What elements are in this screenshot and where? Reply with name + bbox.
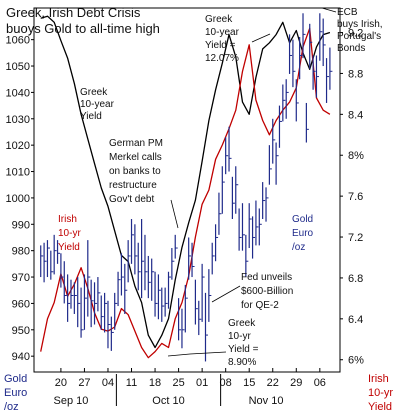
svg-text:for QE-2: for QE-2 bbox=[241, 300, 279, 311]
x-axis-tick-label: 08 bbox=[220, 377, 232, 389]
svg-text:Merkel calls: Merkel calls bbox=[109, 152, 162, 163]
x-axis-tick-label: 15 bbox=[243, 377, 255, 389]
svg-text:10-yr: 10-yr bbox=[58, 228, 81, 239]
right-axis-tick-label: 7.2 bbox=[348, 232, 363, 244]
svg-text:Fed unveils: Fed unveils bbox=[241, 272, 292, 283]
svg-text:10-year: 10-year bbox=[205, 27, 240, 38]
left-axis-tick-label: 1000 bbox=[6, 193, 30, 205]
x-axis-tick-label: 04 bbox=[102, 377, 114, 389]
plot-layer: 940 950 960 970 980 990 1000 1010 1020 1030 1040 10… bbox=[6, 7, 364, 407]
left-axis-tick-label: 940 bbox=[12, 351, 30, 363]
left-axis-tick-label: 960 bbox=[12, 298, 30, 310]
greek-high-annotation: Greek 10-year Yield = 12.07% bbox=[205, 14, 240, 64]
fed-leader-line bbox=[211, 285, 241, 303]
x-axis-tick-label: 11 bbox=[126, 377, 137, 389]
merkel-leader-line bbox=[170, 199, 179, 229]
left-axis-label-line-2: Euro bbox=[4, 387, 27, 399]
svg-text:German PM: German PM bbox=[109, 138, 163, 149]
svg-text:Greek: Greek bbox=[228, 318, 256, 329]
right-axis-label-line-3: Yield bbox=[368, 401, 392, 413]
svg-text:Gold: Gold bbox=[292, 214, 313, 225]
svg-text:Bonds: Bonds bbox=[337, 43, 365, 54]
right-axis-tick-label: 8% bbox=[348, 150, 364, 162]
greek-high-leader-line bbox=[251, 33, 271, 43]
svg-text:10-yr: 10-yr bbox=[228, 331, 251, 342]
left-axis-label-line-1: Gold bbox=[4, 373, 27, 385]
x-axis-tick-label: 01 bbox=[196, 377, 208, 389]
x-axis-tick-label: 20 bbox=[55, 377, 67, 389]
x-axis-tick-label: 27 bbox=[78, 377, 90, 389]
greek-10yr-label: Greek 10-year Yield bbox=[80, 87, 115, 122]
left-axis-tick-label: 1060 bbox=[6, 35, 30, 47]
svg-text:$600-Billion: $600-Billion bbox=[241, 286, 293, 297]
left-axis-tick-label: 1010 bbox=[6, 167, 30, 179]
svg-text:Portugal's: Portugal's bbox=[337, 31, 381, 42]
svg-text:ECB: ECB bbox=[337, 7, 358, 18]
x-axis-month-label: Nov 10 bbox=[249, 395, 284, 407]
right-axis-tick-label: 8.8 bbox=[348, 68, 363, 80]
chart-title-line-2: buoys Gold to all-time high bbox=[6, 21, 160, 36]
x-axis-month-label: Sep 10 bbox=[54, 395, 89, 407]
right-axis-tick-label: 6.8 bbox=[348, 273, 363, 285]
greek-10-year-yield-line bbox=[40, 15, 331, 349]
right-axis-label-line-1: Irish bbox=[368, 373, 389, 385]
svg-text:/oz: /oz bbox=[292, 242, 305, 253]
x-axis-tick-label: 22 bbox=[267, 377, 279, 389]
right-axis-tick-label: 9.2 bbox=[348, 28, 363, 40]
svg-text:Yield: Yield bbox=[80, 111, 102, 122]
greek-low-annotation: Greek 10-yr Yield = 8.90% bbox=[228, 318, 259, 368]
svg-text:Yield =: Yield = bbox=[205, 40, 236, 51]
left-axis-tick-label: 1050 bbox=[6, 61, 30, 73]
svg-text:Irish: Irish bbox=[58, 214, 77, 225]
svg-text:Euro: Euro bbox=[292, 228, 314, 239]
left-axis-tick-label: 990 bbox=[12, 219, 30, 231]
x-axis-tick-label: 29 bbox=[290, 377, 302, 389]
right-axis-tick-label: 8.4 bbox=[348, 109, 363, 121]
x-axis-tick-label: 25 bbox=[172, 377, 184, 389]
x-axis-month-label: Oct 10 bbox=[152, 395, 184, 407]
chart-title-line-1: Greek, Irish Debt Crisis bbox=[6, 5, 141, 20]
svg-text:Yield =: Yield = bbox=[228, 344, 259, 355]
right-axis-tick-label: 6.4 bbox=[348, 314, 363, 326]
svg-text:10-year: 10-year bbox=[80, 99, 115, 110]
left-axis-tick-label: 980 bbox=[12, 246, 30, 258]
merkel-annotation: German PM Merkel calls on banks to restr… bbox=[109, 138, 163, 205]
left-axis-tick-label: 1030 bbox=[6, 114, 30, 126]
x-axis-tick-label: 06 bbox=[314, 377, 326, 389]
plot-frame bbox=[33, 7, 341, 373]
svg-text:12.07%: 12.07% bbox=[205, 53, 239, 64]
left-axis-label-line-3: /oz bbox=[4, 401, 19, 413]
greek-low-leader-line bbox=[167, 351, 227, 357]
svg-text:buys Irish,: buys Irish, bbox=[337, 19, 383, 30]
svg-text:Gov't debt: Gov't debt bbox=[109, 194, 154, 205]
left-axis-tick-label: 1020 bbox=[6, 140, 30, 152]
ecb-annotation: ECB buys Irish, Portugal's Bonds bbox=[337, 7, 383, 54]
svg-text:Yield: Yield bbox=[58, 242, 80, 253]
ecb-leader-line bbox=[314, 7, 337, 13]
fed-qe2-annotation: Fed unveils $600-Billion for QE-2 bbox=[241, 272, 293, 311]
left-axis-tick-label: 1040 bbox=[6, 87, 30, 99]
svg-text:restructure: restructure bbox=[109, 180, 157, 191]
svg-text:8.90%: 8.90% bbox=[228, 357, 256, 368]
right-axis-label-line-2: 10-yr bbox=[368, 387, 393, 399]
irish-10yr-label: Irish 10-yr Yield bbox=[58, 214, 81, 253]
left-axis-tick-label: 970 bbox=[12, 272, 30, 284]
right-axis-tick-label: 7.6 bbox=[348, 191, 363, 203]
svg-text:Greek: Greek bbox=[205, 14, 233, 25]
right-axis-tick-label: 6% bbox=[348, 355, 364, 367]
x-axis-tick-label: 18 bbox=[149, 377, 161, 389]
gold-euro-label: Gold Euro /oz bbox=[292, 214, 314, 253]
svg-text:Greek: Greek bbox=[80, 87, 108, 98]
svg-text:on banks to: on banks to bbox=[109, 166, 161, 177]
left-axis-tick-label: 950 bbox=[12, 325, 30, 337]
